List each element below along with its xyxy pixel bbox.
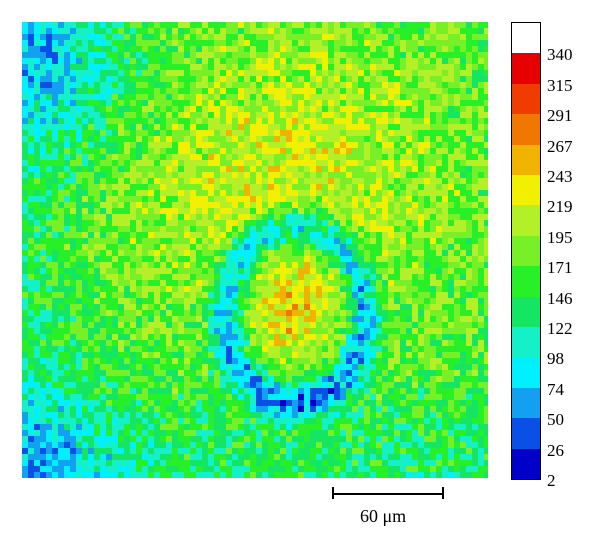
colorbar: [511, 22, 541, 480]
colorbar-swatch: [512, 296, 540, 328]
heatmap-image: [22, 22, 488, 478]
colorbar-tick-label: 195: [547, 227, 573, 247]
colorbar-swatch: [512, 387, 540, 419]
colorbar-tick-label: 243: [547, 167, 573, 186]
colorbar-tick-label: 315: [547, 75, 573, 95]
scale-bar-line: [333, 493, 443, 495]
colorbar-tick-label: 26: [547, 440, 564, 460]
colorbar-tick-label: 2: [547, 471, 556, 490]
colorbar-tick-label: 340: [547, 45, 573, 65]
colorbar-tick-label: 98: [547, 349, 564, 369]
scale-bar-left-tick: [332, 487, 334, 499]
colorbar-swatch: [512, 418, 540, 450]
colorbar-swatch: [512, 266, 540, 298]
colorbar-tick-label: 267: [547, 136, 573, 156]
colorbar-tick-label: 146: [547, 288, 573, 308]
colorbar-swatch: [512, 357, 540, 389]
scale-bar-label: 60 μm: [360, 506, 407, 526]
colorbar-swatch: [512, 175, 540, 206]
colorbar-tick-label: 171: [547, 258, 573, 278]
colorbar-swatch: [512, 23, 540, 54]
colorbar-swatch: [512, 144, 540, 176]
colorbar-swatch: [512, 205, 540, 237]
colorbar-swatch: [512, 235, 540, 267]
colorbar-swatch: [512, 83, 540, 115]
colorbar-tick-label: 291: [547, 106, 573, 126]
colorbar-swatch: [512, 327, 540, 358]
intensity-heatmap: [22, 22, 488, 478]
scale-bar-right-tick: [442, 487, 444, 499]
colorbar-swatch: [512, 448, 540, 480]
colorbar-tick-label: 219: [547, 197, 573, 217]
colorbar-swatch: [512, 114, 540, 146]
colorbar-tick-label: 50: [547, 410, 564, 430]
colorbar-tick-label: 74: [547, 379, 564, 399]
colorbar-swatch: [512, 53, 540, 85]
colorbar-tick-label: 122: [547, 319, 573, 338]
